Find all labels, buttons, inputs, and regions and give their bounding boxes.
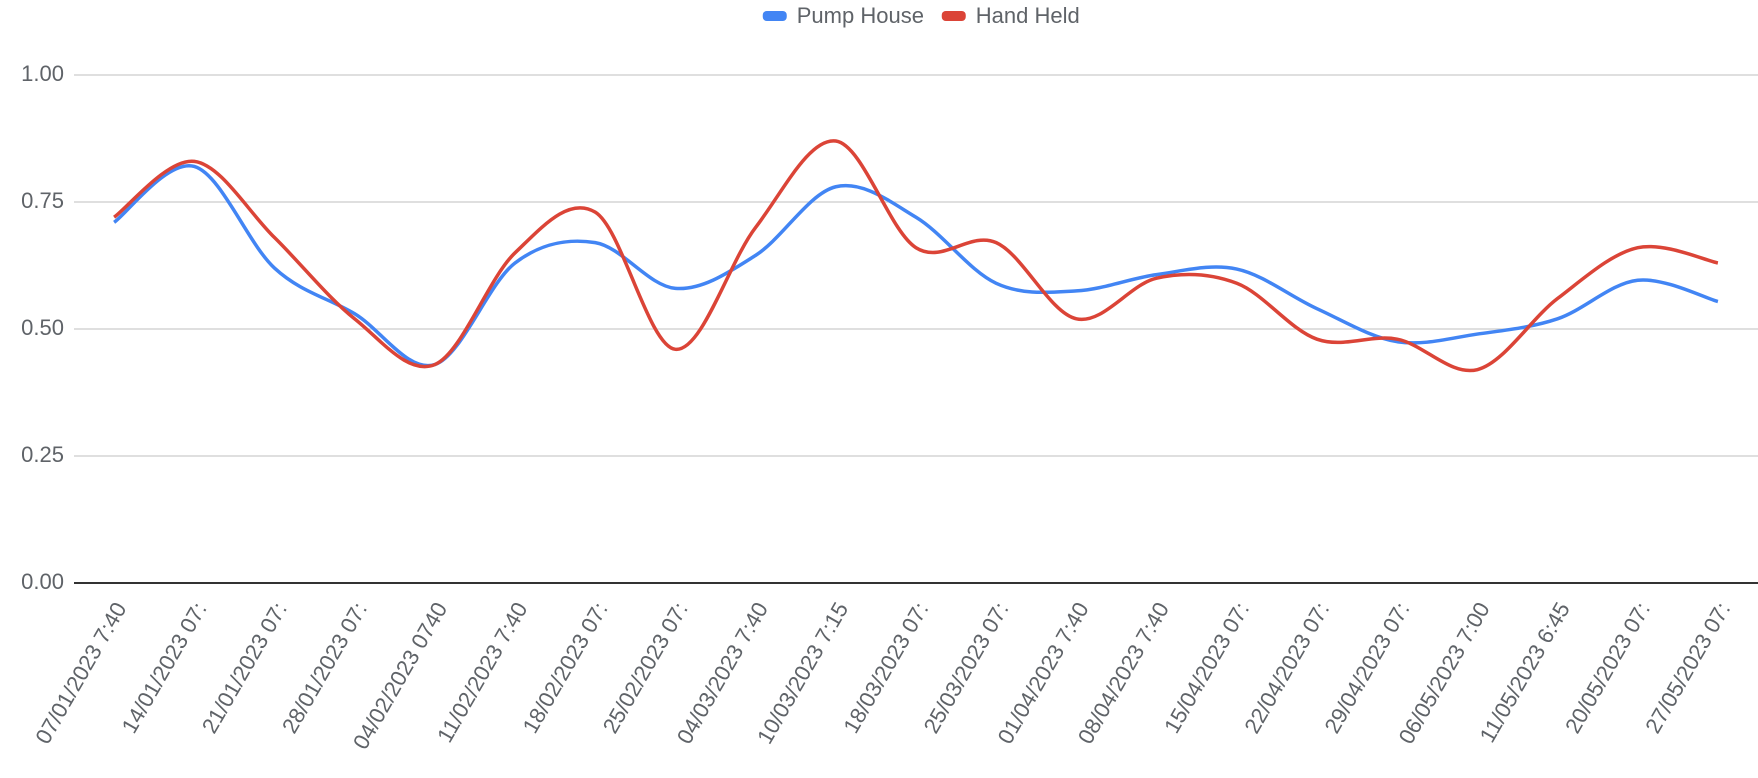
x-tick-label: 25/02/2023 07: xyxy=(598,598,693,738)
x-tick-label: 14/01/2023 07: xyxy=(117,598,212,738)
x-tick-label: 20/05/2023 07: xyxy=(1560,598,1655,738)
x-tick-label: 22/04/2023 07: xyxy=(1239,598,1334,738)
y-tick-label: 0.25 xyxy=(21,442,64,467)
y-tick-label: 0.75 xyxy=(21,188,64,213)
y-tick-label: 1.00 xyxy=(21,61,64,86)
x-tick-label: 29/04/2023 07: xyxy=(1319,598,1414,738)
line xyxy=(113,164,1719,368)
legend-label: Pump House xyxy=(797,3,924,28)
x-tick-label: 18/03/2023 07: xyxy=(838,598,933,738)
legend-label: Hand Held xyxy=(976,3,1080,28)
x-tick-label: 25/03/2023 07: xyxy=(918,598,1013,738)
y-tick-label: 0.00 xyxy=(21,569,64,594)
x-tick-label: 18/02/2023 07: xyxy=(518,598,613,738)
y-tick-label: 0.50 xyxy=(21,315,64,340)
legend-swatch xyxy=(941,11,966,21)
legend-swatch xyxy=(762,11,787,21)
x-tick-label: 21/01/2023 07: xyxy=(197,598,292,738)
x-tick-label: 15/04/2023 07: xyxy=(1159,598,1254,738)
x-tick-label: 28/01/2023 07: xyxy=(277,598,372,738)
x-tick-label: 27/05/2023 07: xyxy=(1640,598,1735,738)
line xyxy=(113,139,1719,373)
